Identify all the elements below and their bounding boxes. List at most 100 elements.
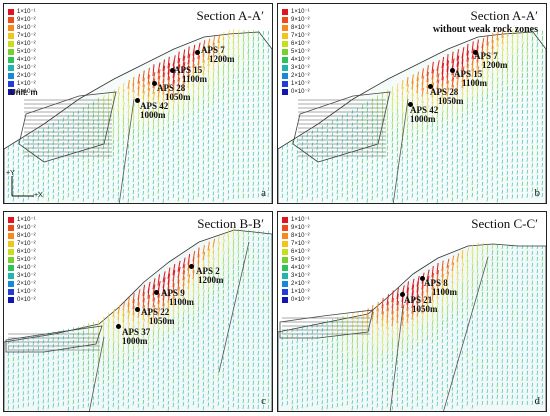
displacement-vector bbox=[431, 61, 434, 74]
hatch-c bbox=[8, 333, 100, 351]
displacement-vector bbox=[172, 187, 174, 192]
displacement-vector bbox=[376, 379, 379, 384]
displacement-vector bbox=[262, 193, 264, 198]
displacement-vector bbox=[471, 175, 473, 180]
displacement-vector bbox=[436, 289, 439, 299]
displacement-vector bbox=[541, 120, 543, 126]
displacement-vector bbox=[481, 310, 483, 316]
displacement-vector bbox=[227, 105, 229, 110]
displacement-vector bbox=[132, 299, 135, 310]
displacement-vector bbox=[446, 384, 448, 389]
displacement-vector bbox=[536, 358, 539, 364]
displacement-vector bbox=[526, 67, 529, 72]
displacement-vector bbox=[381, 350, 383, 357]
displacement-vector bbox=[197, 349, 199, 354]
displacement-vector bbox=[17, 362, 20, 367]
displacement-vector bbox=[441, 129, 443, 135]
displacement-vector bbox=[242, 48, 244, 55]
displacement-vector bbox=[117, 350, 120, 356]
displacement-vector bbox=[526, 97, 529, 102]
displacement-vector bbox=[237, 398, 239, 404]
displacement-vector bbox=[142, 103, 144, 112]
monitoring-point-dot bbox=[135, 307, 140, 312]
displacement-vector bbox=[481, 242, 484, 250]
displacement-vector bbox=[531, 388, 533, 394]
displacement-vector bbox=[471, 114, 473, 120]
displacement-vector bbox=[197, 55, 201, 66]
displacement-vector bbox=[187, 93, 190, 101]
displacement-vector bbox=[531, 48, 533, 54]
displacement-vector bbox=[127, 355, 130, 361]
displacement-vector bbox=[212, 143, 214, 148]
displacement-vector bbox=[192, 103, 194, 110]
displacement-vector bbox=[32, 187, 34, 192]
displacement-vector bbox=[247, 308, 249, 314]
displacement-vector bbox=[192, 316, 195, 322]
displacement-vector bbox=[451, 255, 455, 266]
displacement-vector bbox=[47, 344, 49, 349]
displacement-vector bbox=[416, 116, 418, 124]
displacement-vector bbox=[107, 178, 109, 183]
displacement-vector bbox=[87, 104, 90, 110]
displacement-vector bbox=[406, 90, 409, 99]
displacement-vector bbox=[326, 350, 328, 356]
displacement-vector bbox=[536, 60, 539, 66]
displacement-vector bbox=[496, 256, 499, 262]
legend-swatch bbox=[282, 249, 288, 255]
displacement-vector bbox=[157, 195, 159, 200]
displacement-vector bbox=[162, 309, 165, 319]
displacement-vector bbox=[431, 195, 433, 200]
displacement-vector bbox=[386, 158, 388, 163]
displacement-vector bbox=[386, 294, 389, 306]
displacement-vector bbox=[406, 354, 408, 359]
displacement-vector bbox=[207, 140, 210, 145]
displacement-vector bbox=[506, 134, 508, 139]
displacement-vector bbox=[52, 194, 54, 200]
displacement-vector bbox=[496, 168, 498, 173]
legend-swatch bbox=[282, 289, 288, 295]
displacement-vector bbox=[416, 179, 418, 184]
displacement-vector bbox=[476, 78, 478, 87]
displacement-vector bbox=[232, 194, 234, 199]
displacement-vector bbox=[431, 332, 434, 338]
displacement-vector bbox=[416, 172, 418, 178]
displacement-vector bbox=[381, 317, 384, 327]
displacement-vector bbox=[132, 172, 134, 177]
displacement-vector bbox=[386, 391, 389, 396]
displacement-vector bbox=[361, 367, 363, 373]
displacement-vector bbox=[466, 304, 468, 310]
displacement-vector bbox=[42, 175, 44, 181]
displacement-vector bbox=[516, 292, 518, 298]
displacement-vector bbox=[247, 85, 250, 91]
displacement-vector bbox=[301, 171, 303, 176]
displacement-vector bbox=[286, 359, 288, 364]
displacement-vector bbox=[262, 78, 264, 84]
displacement-vector bbox=[7, 382, 9, 387]
displacement-vector bbox=[62, 172, 64, 176]
displacement-vector bbox=[7, 158, 9, 163]
displacement-vector bbox=[291, 357, 293, 363]
displacement-vector bbox=[87, 403, 90, 408]
displacement-vector bbox=[491, 359, 493, 364]
displacement-vector bbox=[172, 296, 175, 306]
displacement-vector bbox=[286, 161, 288, 166]
displacement-vector bbox=[316, 347, 318, 352]
displacement-vector bbox=[286, 197, 288, 202]
displacement-vector bbox=[132, 129, 135, 135]
displacement-vector bbox=[456, 140, 458, 145]
displacement-vector bbox=[142, 91, 145, 100]
displacement-vector bbox=[167, 142, 169, 147]
legend-entry: 6×10⁻² bbox=[282, 40, 322, 48]
displacement-vector bbox=[491, 158, 493, 163]
displacement-vector bbox=[7, 187, 9, 193]
displacement-vector bbox=[212, 155, 214, 160]
displacement-vector bbox=[167, 89, 170, 99]
legend-label: 4×10⁻² bbox=[17, 265, 36, 271]
displacement-vector bbox=[212, 87, 215, 94]
displacement-vector bbox=[157, 94, 160, 104]
displacement-vector bbox=[182, 353, 184, 359]
displacement-vector bbox=[207, 402, 209, 407]
displacement-vector bbox=[162, 271, 166, 283]
displacement-vector bbox=[157, 159, 159, 164]
displacement-vector bbox=[87, 158, 89, 164]
